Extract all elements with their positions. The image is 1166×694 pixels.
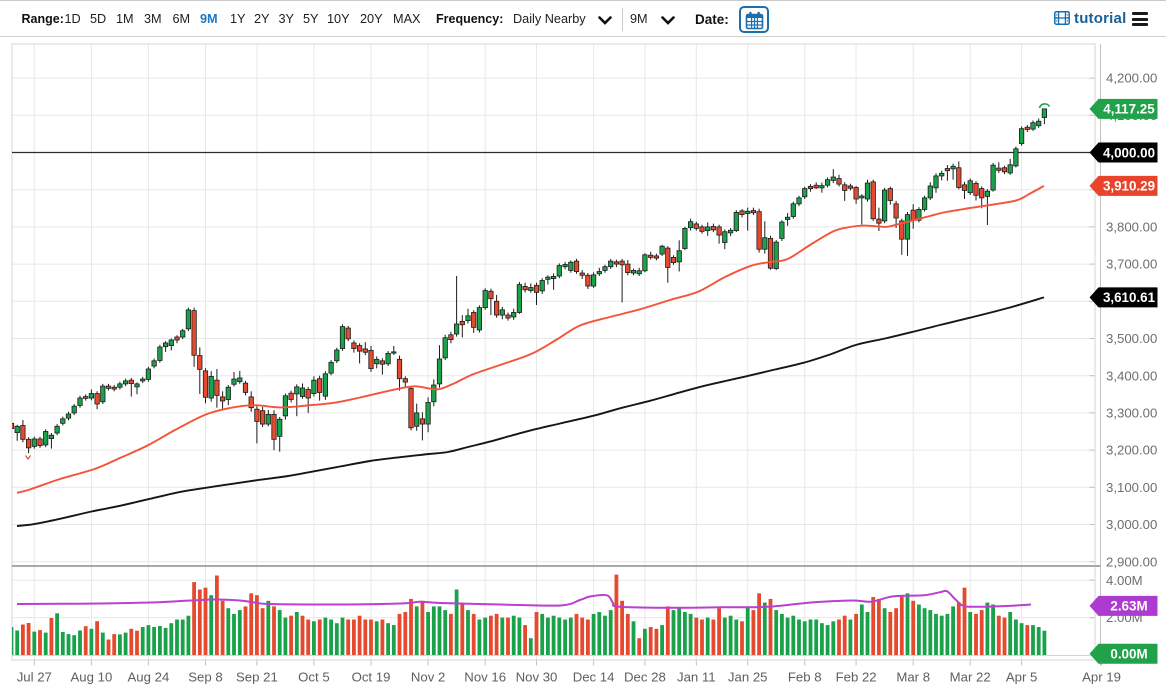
svg-text:Sep 8: Sep 8: [188, 670, 222, 685]
svg-text:Nov 16: Nov 16: [464, 670, 506, 685]
svg-text:Feb 22: Feb 22: [836, 670, 877, 685]
svg-text:4,200.00: 4,200.00: [1106, 71, 1157, 86]
svg-text:Dec 14: Dec 14: [573, 670, 615, 685]
svg-text:3,800.00: 3,800.00: [1106, 220, 1157, 235]
svg-text:Dec 28: Dec 28: [624, 670, 666, 685]
svg-text:3,000.00: 3,000.00: [1106, 517, 1157, 532]
svg-text:3,200.00: 3,200.00: [1106, 443, 1157, 458]
svg-text:Oct 5: Oct 5: [298, 670, 330, 685]
svg-text:2.63M: 2.63M: [1110, 599, 1147, 614]
svg-text:3,100.00: 3,100.00: [1106, 480, 1157, 495]
svg-text:3,400.00: 3,400.00: [1106, 368, 1157, 383]
svg-text:Jan 25: Jan 25: [728, 670, 768, 685]
svg-text:3,910.29: 3,910.29: [1103, 179, 1155, 194]
svg-text:Mar 22: Mar 22: [950, 670, 991, 685]
svg-text:Apr 5: Apr 5: [1006, 670, 1038, 685]
svg-text:4,000.00: 4,000.00: [1103, 145, 1155, 160]
svg-text:Feb 8: Feb 8: [788, 670, 822, 685]
svg-text:4.00M: 4.00M: [1106, 573, 1143, 588]
svg-text:Oct 19: Oct 19: [352, 670, 391, 685]
svg-text:Jul 27: Jul 27: [17, 670, 52, 685]
svg-text:Nov 2: Nov 2: [411, 670, 445, 685]
svg-text:Mar 8: Mar 8: [896, 670, 930, 685]
svg-text:2,900.00: 2,900.00: [1106, 554, 1157, 569]
svg-text:Apr 19: Apr 19: [1082, 670, 1121, 685]
svg-text:Aug 10: Aug 10: [70, 670, 112, 685]
svg-text:4,117.25: 4,117.25: [1103, 102, 1155, 117]
svg-text:Sep 21: Sep 21: [236, 670, 278, 685]
svg-text:3,700.00: 3,700.00: [1106, 257, 1157, 272]
svg-text:Aug 24: Aug 24: [127, 670, 169, 685]
svg-text:0.00M: 0.00M: [1110, 647, 1147, 662]
svg-text:3,610.61: 3,610.61: [1103, 290, 1156, 305]
svg-text:Jan 11: Jan 11: [677, 670, 716, 685]
svg-text:3,500.00: 3,500.00: [1106, 331, 1157, 346]
svg-text:3,300.00: 3,300.00: [1106, 406, 1157, 421]
svg-text:Nov 30: Nov 30: [516, 670, 558, 685]
